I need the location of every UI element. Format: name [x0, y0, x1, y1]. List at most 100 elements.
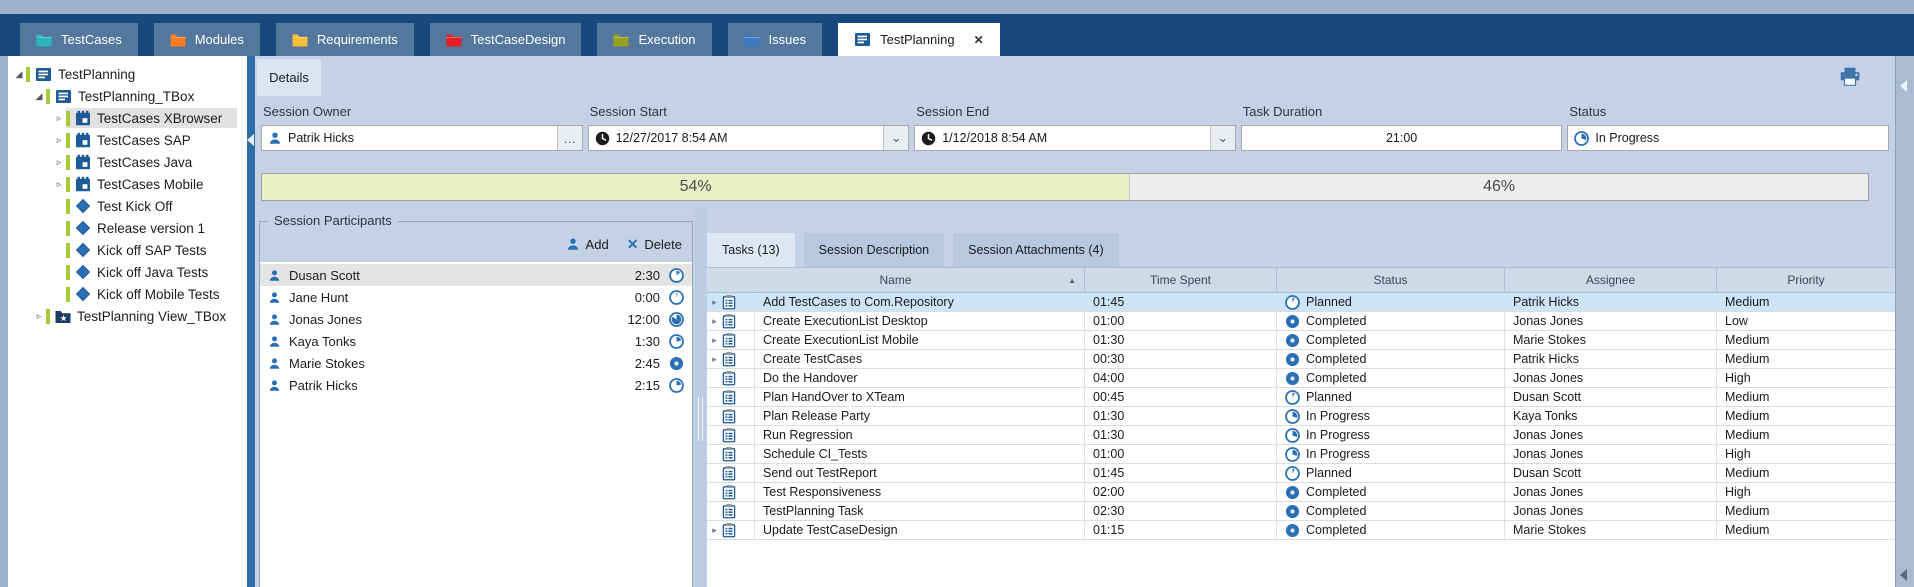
chevron-down-icon[interactable]: ⌄ [1210, 126, 1235, 150]
expander-icon[interactable]: ▹ [52, 179, 66, 190]
task-row[interactable]: TestPlanning Task02:30CompletedJonas Jon… [707, 502, 1895, 521]
tree-item-body[interactable]: Kick off Java Tests [66, 262, 237, 282]
panel-splitter[interactable] [695, 207, 707, 587]
tree-item[interactable]: Kick off Java Tests [8, 261, 247, 283]
expander-icon[interactable]: ◢ [32, 91, 46, 102]
field-input[interactable]: 12/27/2017 8:54 AM⌄ [588, 125, 910, 151]
row-expander-icon[interactable]: ▸ [710, 335, 719, 346]
tasks-tab-1[interactable]: Session Description [804, 233, 944, 267]
tab-testplanning[interactable]: TestPlanning ✕ [838, 23, 1000, 56]
add-participant-button[interactable]: Add [566, 237, 609, 252]
task-row[interactable]: ▸Create TestCases00:30CompletedPatrik Hi… [707, 350, 1895, 369]
tree-item-body[interactable]: TestCases Java [66, 152, 237, 172]
task-row[interactable]: Do the Handover04:00CompletedJonas Jones… [707, 369, 1895, 388]
delete-participant-button[interactable]: ✕ Delete [627, 236, 682, 253]
task-status-cell: In Progress [1277, 407, 1505, 425]
participant-row[interactable]: Dusan Scott2:30 [260, 264, 692, 286]
task-row[interactable]: ▸Update TestCaseDesign01:15CompletedMari… [707, 521, 1895, 540]
details-tab-row: Details [255, 56, 1895, 98]
folder-icon [446, 33, 462, 47]
task-row[interactable]: Plan HandOver to XTeam00:45PlannedDusan … [707, 388, 1895, 407]
close-icon[interactable]: ✕ [974, 33, 984, 47]
tab-modules[interactable]: Modules [154, 23, 260, 56]
column-header-name[interactable]: Name ▲ [707, 268, 1085, 292]
right-scroll-strip[interactable] [1895, 56, 1914, 587]
tree-item-body[interactable]: TestCases XBrowser [66, 108, 237, 128]
tree-item[interactable]: ▹★TestPlanning View_TBox [8, 305, 247, 327]
expander-icon[interactable]: ◢ [12, 69, 26, 80]
task-row[interactable]: Plan Release Party01:30In ProgressKaya T… [707, 407, 1895, 426]
field-input[interactable]: Patrik Hicks… [261, 125, 583, 151]
tree-item[interactable]: ▹TestCases Mobile [8, 173, 247, 195]
column-header-time-spent[interactable]: Time Spent [1085, 268, 1277, 292]
task-row[interactable]: Test Responsiveness02:00CompletedJonas J… [707, 483, 1895, 502]
expander-icon[interactable]: ▹ [52, 157, 66, 168]
task-name-cell: Update TestCaseDesign [755, 521, 1085, 539]
task-row[interactable]: Schedule CI_Tests01:00In ProgressJonas J… [707, 445, 1895, 464]
expander-icon[interactable]: ▹ [52, 113, 66, 124]
column-header-assignee[interactable]: Assignee [1505, 268, 1717, 292]
row-expander-icon[interactable]: ▸ [710, 354, 719, 365]
tree-item[interactable]: ◢TestPlanning_TBox [8, 85, 247, 107]
field-input[interactable]: In Progress [1567, 125, 1889, 151]
tree-item[interactable]: Kick off SAP Tests [8, 239, 247, 261]
participant-name: Kaya Tonks [289, 334, 356, 349]
tree-item-body[interactable]: TestPlanning [26, 64, 237, 84]
chevron-down-icon[interactable]: ⌄ [883, 126, 908, 150]
tasks-tab-2[interactable]: Session Attachments (4) [953, 233, 1118, 267]
tasks-tab-0[interactable]: Tasks (13) [707, 233, 795, 267]
tree-item[interactable]: Release version 1 [8, 217, 247, 239]
task-row[interactable]: ▸Create ExecutionList Desktop01:00Comple… [707, 312, 1895, 331]
tree-item[interactable]: Test Kick Off [8, 195, 247, 217]
tab-label: TestCases [61, 32, 122, 47]
participant-row[interactable]: Kaya Tonks1:30 [260, 330, 692, 352]
tree-item-body[interactable]: Release version 1 [66, 218, 237, 238]
expander-icon[interactable]: ▹ [32, 311, 46, 322]
tab-details[interactable]: Details [257, 59, 321, 96]
collapse-left-icon[interactable] [247, 134, 254, 146]
row-expander-icon[interactable]: ▸ [710, 525, 719, 536]
tree-item-body[interactable]: TestCases Mobile [66, 174, 237, 194]
scroll-left-bottom-icon[interactable] [1900, 569, 1907, 581]
task-row[interactable]: Send out TestReport01:45PlannedDusan Sco… [707, 464, 1895, 483]
participant-time: 12:00 [627, 312, 660, 327]
participant-row[interactable]: Jonas Jones12:00 [260, 308, 692, 330]
tab-requirements[interactable]: Requirements [276, 23, 414, 56]
tree-item-body[interactable]: TestCases SAP [66, 130, 237, 150]
tree-item-body[interactable]: ★TestPlanning View_TBox [46, 306, 237, 326]
field-label: Session Start [590, 104, 910, 121]
tab-testcasedesign[interactable]: TestCaseDesign [430, 23, 582, 56]
participant-row[interactable]: Patrik Hicks2:15 [260, 374, 692, 396]
tree-item-body[interactable]: Kick off SAP Tests [66, 240, 237, 260]
tree-item[interactable]: Kick off Mobile Tests [8, 283, 247, 305]
tree-item[interactable]: ▹TestCases XBrowser [8, 107, 247, 129]
tab-execution[interactable]: Execution [597, 23, 711, 56]
tree-splitter[interactable] [247, 56, 255, 587]
column-header-status[interactable]: Status [1277, 268, 1505, 292]
task-assignee-cell: Jonas Jones [1505, 312, 1717, 330]
row-expander-icon[interactable]: ▸ [710, 316, 719, 327]
tab-testcases[interactable]: TestCases [20, 23, 138, 56]
tree-item[interactable]: ◢TestPlanning [8, 63, 247, 85]
browse-button[interactable]: … [557, 126, 582, 150]
field-input[interactable]: 21:00 [1241, 125, 1563, 151]
participant-row[interactable]: Jane Hunt0:00 [260, 286, 692, 308]
print-icon[interactable] [1839, 67, 1861, 86]
tree-item-body[interactable]: Kick off Mobile Tests [66, 284, 237, 304]
field-input[interactable]: 1/12/2018 8:54 AM⌄ [914, 125, 1236, 151]
window-top-strip [0, 0, 1914, 14]
row-expander-icon[interactable]: ▸ [710, 297, 719, 308]
column-header-priority[interactable]: Priority [1717, 268, 1895, 292]
tab-issues[interactable]: Issues [728, 23, 823, 56]
task-row[interactable]: Run Regression01:30In ProgressJonas Jone… [707, 426, 1895, 445]
list-icon [55, 89, 72, 104]
tree-item-body[interactable]: TestPlanning_TBox [46, 86, 237, 106]
tree-item-body[interactable]: Test Kick Off [66, 196, 237, 216]
tree-item[interactable]: ▹TestCases SAP [8, 129, 247, 151]
tree-item[interactable]: ▹TestCases Java [8, 151, 247, 173]
expander-icon[interactable]: ▹ [52, 135, 66, 146]
scroll-left-icon[interactable] [1900, 80, 1907, 92]
task-row[interactable]: ▸Create ExecutionList Mobile01:30Complet… [707, 331, 1895, 350]
participant-row[interactable]: Marie Stokes2:45 [260, 352, 692, 374]
task-row[interactable]: ▸Add TestCases to Com.Repository01:45Pla… [707, 293, 1895, 312]
